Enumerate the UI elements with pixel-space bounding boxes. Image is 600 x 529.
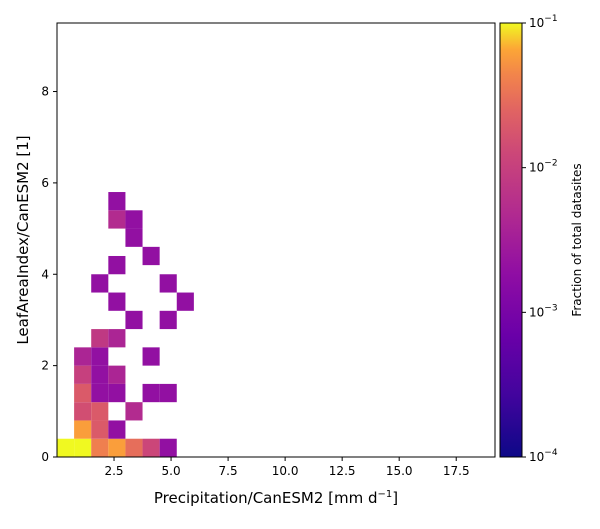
heatmap-cell xyxy=(108,383,126,403)
colorbar-tick-label: 10−2 xyxy=(529,159,558,175)
heatmap-cell xyxy=(91,329,109,348)
colorbar-label: Fraction of total datasites xyxy=(570,163,584,316)
y-tick-label: 0 xyxy=(41,450,49,464)
x-tick-label: 15.0 xyxy=(386,464,413,478)
x-tick-label: 2.5 xyxy=(104,464,123,478)
heatmap-cell xyxy=(125,438,143,457)
heatmap-cell xyxy=(142,438,160,457)
x-tick-label: 12.5 xyxy=(329,464,356,478)
colorbar xyxy=(499,22,523,458)
y-tick-label: 2 xyxy=(41,359,49,373)
y-tick-label: 8 xyxy=(41,85,49,99)
y-axis-ticks: 0 2 4 6 8 xyxy=(41,85,57,464)
heatmap-cell xyxy=(142,246,160,266)
y-tick-label: 4 xyxy=(41,267,49,281)
heatmap-cell xyxy=(108,365,126,384)
heatmap-cell xyxy=(108,255,126,275)
heatmap-cell xyxy=(159,274,177,293)
colorbar-tick-label: 10−4 xyxy=(529,448,558,464)
heatmap-cell xyxy=(74,383,92,403)
heatmap-cell xyxy=(91,438,109,457)
heatmap-cell xyxy=(57,438,75,457)
heatmap-cell xyxy=(91,347,109,366)
heatmap-cell xyxy=(91,383,109,403)
heatmap-cell xyxy=(125,228,143,247)
heatmap-cell xyxy=(159,383,177,403)
heatmap-cell xyxy=(91,274,109,293)
heatmap-cell xyxy=(74,438,92,457)
plot-frame xyxy=(56,22,496,458)
heatmap-cell xyxy=(108,292,126,311)
heatmap-cell xyxy=(108,210,126,229)
heatmap-cell xyxy=(74,420,92,439)
heatmap-cell xyxy=(125,310,143,330)
heatmap-cell xyxy=(159,438,177,457)
heatmap-cell xyxy=(176,292,194,311)
heatmap-cell xyxy=(74,402,92,421)
x-tick-label: 5.0 xyxy=(162,464,181,478)
colorbar-tick-label: 10−3 xyxy=(529,303,558,319)
heatmap-cell xyxy=(125,210,143,229)
heatmap-cell xyxy=(91,365,109,384)
heatmap-cell xyxy=(74,365,92,384)
x-tick-label: 17.5 xyxy=(443,464,470,478)
heatmap-cell xyxy=(91,420,109,439)
x-tick-label: 7.5 xyxy=(219,464,238,478)
heatmap-cell xyxy=(108,192,126,211)
heatmap-cell xyxy=(108,438,126,457)
heatmap-cell xyxy=(159,310,177,330)
heatmap-cells xyxy=(57,192,194,457)
heatmap-cell xyxy=(108,329,126,348)
heatmap-cell xyxy=(74,347,92,366)
y-tick-label: 6 xyxy=(41,176,49,190)
y-axis-label: LeafAreaIndex/CanESM2 [1] xyxy=(14,135,32,344)
heatmap-cell xyxy=(142,383,160,403)
heatmap-cell xyxy=(142,347,160,366)
x-axis-label: Precipitation/CanESM2 [mm d−1] xyxy=(154,489,398,507)
heatmap-cell xyxy=(125,402,143,421)
heatmap-cell xyxy=(91,402,109,421)
x-tick-label: 10.0 xyxy=(272,464,299,478)
heatmap-cell xyxy=(108,420,126,439)
colorbar-ticks: 10−1 10−2 10−3 10−4 xyxy=(522,14,558,464)
x-axis-ticks: 2.5 5.0 7.5 10.0 12.5 15.0 17.5 xyxy=(104,457,470,478)
colorbar-tick-label: 10−1 xyxy=(529,14,558,30)
